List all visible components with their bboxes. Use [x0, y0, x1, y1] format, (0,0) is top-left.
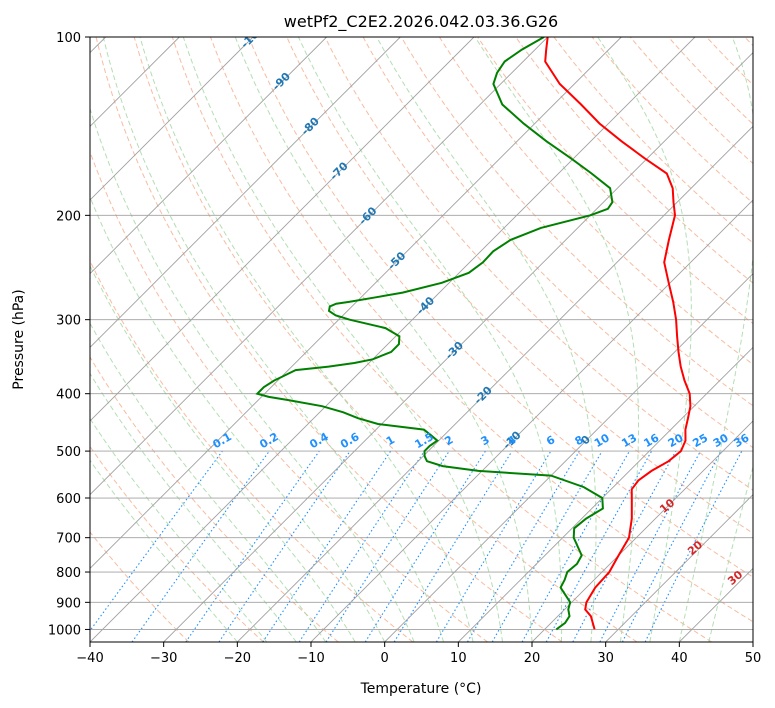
- moist-adiabat-line: [90, 195, 386, 642]
- moist-adiabat-line: [376, 37, 597, 642]
- dewpoint-profile-line: [255, 37, 614, 631]
- moist-adiabat-line: [139, 37, 474, 642]
- mixing-ratio-lines: [90, 450, 743, 642]
- isotherm-line: [90, 37, 401, 348]
- isotherm-line: [310, 199, 753, 642]
- x-tick-label: 50: [745, 651, 762, 666]
- x-tick-label: −20: [224, 651, 251, 666]
- y-tick-label: 800: [56, 566, 81, 581]
- moist-adiabat-line: [90, 372, 297, 642]
- isotherm-line: [752, 641, 753, 642]
- dry-adiabat-line: [133, 37, 638, 642]
- y-tick-label: 600: [56, 492, 81, 507]
- mixing-ratio-line: [521, 450, 630, 642]
- y-tick-label: 100: [56, 31, 81, 46]
- mixing-ratio-line: [298, 450, 425, 642]
- mixing-ratio-line: [90, 450, 223, 632]
- dry-adiabat-line: [248, 37, 753, 578]
- isobars: [90, 37, 753, 630]
- x-tick-label: 30: [597, 651, 614, 666]
- isotherm-line: [90, 37, 254, 201]
- plot-frame: [89, 36, 754, 643]
- isotherm-line: [163, 52, 753, 642]
- mixing-ratio-line: [545, 450, 653, 642]
- y-tick-label: 400: [56, 388, 81, 403]
- x-tick-label: 40: [671, 651, 688, 666]
- dry-adiabat-line: [171, 37, 712, 642]
- mixing-ratio-line: [131, 450, 270, 642]
- x-axis-title: Temperature (°C): [360, 681, 482, 697]
- mixing-ratio-line: [185, 450, 320, 642]
- moist-adiabat-line: [90, 459, 238, 642]
- moist-adiabats: [90, 37, 753, 642]
- isotherms: [90, 37, 753, 642]
- isotherm-line: [458, 346, 753, 642]
- dry-adiabat-line: [400, 37, 753, 407]
- moist-adiabat-line: [298, 37, 563, 642]
- dry-adiabat-line: [286, 37, 753, 534]
- dry-adiabat-line: [90, 531, 190, 642]
- y-axis: 100 200 300 400 500 600 700 800 900 1000: [48, 31, 90, 638]
- y-tick-label: 900: [56, 596, 81, 611]
- mixing-ratio-line: [393, 450, 513, 642]
- isotherm-line: [90, 37, 475, 422]
- isotherm-line: [90, 37, 548, 496]
- mixing-ratio-line: [218, 450, 351, 642]
- y-tick-label: 1000: [48, 623, 81, 638]
- dry-adiabat-line: [770, 24, 775, 642]
- moist-adiabat-line: [102, 37, 445, 642]
- x-tick-label: 20: [524, 651, 541, 666]
- x-tick-label: −30: [150, 651, 177, 666]
- moist-adiabat-line: [90, 322, 327, 642]
- isotherm-line: [531, 420, 753, 642]
- mixing-ratio-line: [325, 450, 450, 642]
- dry-adiabat-line: [324, 37, 753, 491]
- moist-adiabat-line: [90, 264, 356, 642]
- dry-adiabat-line: [515, 37, 753, 284]
- y-tick-label: 200: [56, 209, 81, 224]
- y-tick-label: 300: [56, 314, 81, 329]
- dry-adiabat-line: [90, 259, 414, 642]
- x-tick-label: 0: [381, 651, 389, 666]
- y-tick-label: 500: [56, 445, 81, 460]
- isotherm-line: [90, 37, 327, 275]
- moist-adiabat-line: [474, 37, 639, 642]
- y-axis-title: Pressure (hPa): [11, 289, 27, 389]
- moist-adiabat-line: [708, 465, 753, 642]
- moist-adiabat-line: [182, 37, 503, 642]
- isotherm-line: [90, 37, 696, 642]
- isotherm-line: [90, 37, 622, 569]
- isotherm-line: [237, 125, 753, 642]
- x-tick-label: 10: [450, 651, 467, 666]
- mixing-ratio-line: [644, 450, 743, 642]
- isotherm-line: [605, 494, 753, 642]
- x-tick-label: −10: [297, 651, 324, 666]
- temperature-profile-line: [544, 37, 692, 630]
- dry-adiabat-line: [477, 37, 753, 325]
- x-tick-label: −40: [76, 651, 103, 666]
- moist-adiabat-line: [678, 37, 753, 642]
- profiles: [255, 37, 692, 631]
- moist-adiabat-line: [90, 417, 268, 642]
- mixing-ratio-line: [262, 450, 392, 642]
- y-tick-label: 700: [56, 532, 81, 547]
- isotherm-line: [384, 273, 753, 642]
- x-axis: −40 −30 −20 −10 0 10 20 30 40 50: [76, 642, 761, 666]
- chart-title: wetPf2_C2E2.2026.042.03.36.G26: [284, 12, 558, 32]
- moist-adiabat-line: [597, 37, 692, 642]
